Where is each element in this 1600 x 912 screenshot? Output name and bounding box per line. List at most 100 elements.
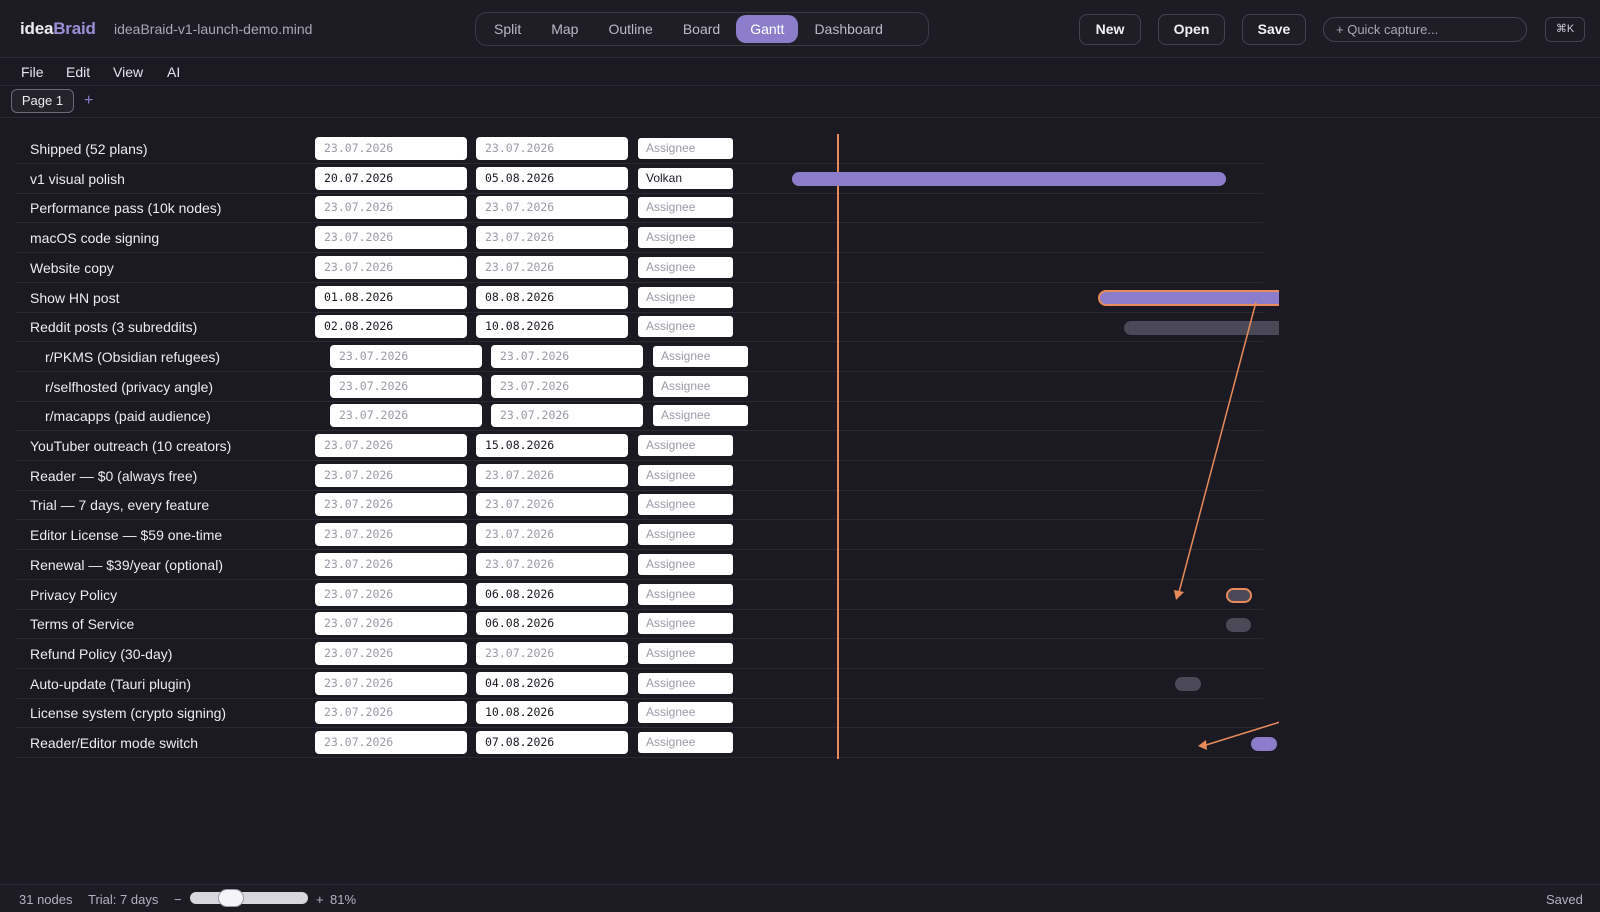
task-label[interactable]: Shipped (52 plans): [30, 141, 148, 157]
start-date-input[interactable]: 23.07.2026: [315, 493, 467, 517]
start-date-input[interactable]: 23.07.2026: [315, 582, 467, 606]
assignee-input[interactable]: Assignee: [638, 613, 733, 635]
start-date-input[interactable]: 23.07.2026: [315, 552, 467, 576]
task-label[interactable]: Editor License — $59 one-time: [30, 527, 223, 544]
gantt-row[interactable]: Reader — $0 (always free) 23.07.2026 23.07…: [16, 461, 1263, 491]
assignee-input[interactable]: Assignee: [638, 464, 733, 486]
task-label[interactable]: Renewal — $39/year (optional): [30, 556, 223, 573]
assignee-input[interactable]: Assignee: [638, 197, 733, 219]
quick-capture-input[interactable]: + Quick capture...: [1323, 17, 1527, 42]
start-date-input[interactable]: 01.08.2026: [315, 285, 467, 309]
end-date-input[interactable]: 23.07.2026: [476, 552, 628, 576]
task-label[interactable]: Show HN post: [30, 289, 120, 306]
assignee-input[interactable]: Assignee: [638, 316, 733, 338]
gantt-row[interactable]: Terms of Service 23.07.2026 06.08.2026 Assi…: [16, 609, 1263, 640]
end-date-input[interactable]: 23.07.2026: [476, 493, 628, 517]
gantt-row[interactable]: License system (crypto signing) 23.07.202…: [16, 698, 1263, 729]
end-date-input[interactable]: 06.08.2026: [476, 612, 628, 636]
assignee-input[interactable]: Assignee: [638, 227, 733, 249]
zoom-out-button[interactable]: −: [174, 892, 182, 907]
start-date-input[interactable]: 23.07.2026: [315, 523, 467, 547]
gantt-row[interactable]: r/macapps (paid audience) 23.07.2026 23.07…: [16, 401, 1263, 432]
end-date-input[interactable]: 04.08.2026: [476, 671, 628, 695]
task-label[interactable]: r/selfhosted (privacy angle): [45, 378, 214, 395]
assignee-input[interactable]: Assignee: [653, 405, 748, 427]
task-label[interactable]: macOS code signing: [30, 230, 160, 247]
gantt-row[interactable]: Reader/Editor mode switch 23.07.2026 07.08…: [16, 728, 1263, 758]
start-date-input[interactable]: 23.07.2026: [315, 226, 467, 250]
start-date-input[interactable]: 23.07.2026: [330, 404, 482, 428]
assignee-input[interactable]: Assignee: [638, 583, 733, 605]
task-label[interactable]: License system (crypto signing): [30, 705, 227, 722]
gantt-row[interactable]: Editor License — $59 one-time 23.07.2026 2…: [16, 520, 1263, 551]
end-date-input[interactable]: 23.07.2026: [476, 137, 628, 160]
task-label[interactable]: Performance pass (10k nodes): [30, 200, 222, 217]
task-label[interactable]: Terms of Service: [30, 616, 135, 633]
start-date-input[interactable]: 23.07.2026: [315, 612, 467, 636]
tab-map[interactable]: Map: [551, 21, 579, 37]
zoom-in-button[interactable]: +: [316, 892, 324, 907]
page-tab[interactable]: Page 1: [11, 89, 74, 113]
gantt-row[interactable]: Website copy 23.07.2026 23.07.2026 Assignee: [16, 253, 1263, 283]
task-label[interactable]: Reddit posts (3 subreddits): [30, 319, 198, 336]
open-button[interactable]: Open: [1158, 14, 1225, 45]
menu-edit[interactable]: Edit: [66, 64, 91, 80]
task-label[interactable]: v1 visual polish: [30, 170, 125, 187]
task-label[interactable]: Privacy Policy: [30, 586, 118, 603]
gantt-row[interactable]: Show HN post 01.08.2026 08.08.2026 Assignee: [16, 283, 1263, 313]
assignee-input[interactable]: Assignee: [653, 345, 748, 367]
end-date-input[interactable]: 23.07.2026: [491, 374, 643, 398]
task-label[interactable]: r/macapps (paid audience): [45, 408, 211, 425]
task-label[interactable]: Reader/Editor mode switch: [30, 735, 199, 751]
start-date-input[interactable]: 23.07.2026: [315, 196, 467, 220]
assignee-input[interactable]: Assignee: [638, 138, 733, 159]
new-button[interactable]: New: [1079, 14, 1141, 45]
gantt-row[interactable]: Shipped (52 plans) 23.07.2026 23.07.2026 As…: [16, 134, 1263, 164]
assignee-input[interactable]: Assignee: [638, 524, 733, 546]
end-date-input[interactable]: 23.07.2026: [476, 523, 628, 547]
end-date-input[interactable]: 06.08.2026: [476, 582, 628, 606]
end-date-input[interactable]: 08.08.2026: [476, 285, 628, 309]
task-label[interactable]: Reader — $0 (always free): [30, 467, 198, 484]
assignee-input[interactable]: Assignee: [638, 494, 733, 516]
task-label[interactable]: YouTuber outreach (10 creators): [30, 438, 232, 454]
gantt-row[interactable]: Performance pass (10k nodes) 23.07.2026 23…: [16, 193, 1263, 224]
task-label[interactable]: Website copy: [30, 259, 114, 276]
assignee-input[interactable]: Assignee: [638, 732, 733, 753]
start-date-input[interactable]: 23.07.2026: [315, 434, 467, 457]
end-date-input[interactable]: 23.07.2026: [476, 196, 628, 220]
menu-view[interactable]: View: [113, 64, 144, 80]
start-date-input[interactable]: 23.07.2026: [315, 731, 467, 754]
assignee-input[interactable]: Volkan: [638, 167, 733, 189]
end-date-input[interactable]: 05.08.2026: [476, 166, 628, 190]
gantt-row[interactable]: Privacy Policy 23.07.2026 06.08.2026 Assign…: [16, 580, 1263, 610]
end-date-input[interactable]: 10.08.2026: [476, 701, 628, 725]
assignee-input[interactable]: Assignee: [638, 256, 733, 278]
gantt-row[interactable]: Reddit posts (3 subreddits) 02.08.2026 10.…: [16, 312, 1263, 343]
zoom-slider[interactable]: [190, 892, 308, 904]
save-button[interactable]: Save: [1242, 14, 1306, 45]
assignee-input[interactable]: Assignee: [638, 672, 733, 694]
task-label[interactable]: Auto-update (Tauri plugin): [30, 675, 192, 692]
end-date-input[interactable]: 10.08.2026: [476, 315, 628, 339]
assignee-input[interactable]: Assignee: [638, 553, 733, 575]
end-date-input[interactable]: 07.08.2026: [476, 731, 628, 754]
end-date-input[interactable]: 23.07.2026: [476, 255, 628, 279]
assignee-input[interactable]: Assignee: [638, 435, 733, 456]
gantt-row[interactable]: v1 visual polish 20.07.2026 05.08.2026 Volk…: [16, 164, 1263, 194]
end-date-input[interactable]: 15.08.2026: [476, 434, 628, 457]
gantt-row[interactable]: macOS code signing 23.07.2026 23.07.2026 As…: [16, 223, 1263, 254]
start-date-input[interactable]: 23.07.2026: [315, 671, 467, 695]
zoom-slider-handle[interactable]: [218, 889, 244, 907]
start-date-input[interactable]: 23.07.2026: [315, 641, 467, 665]
gantt-row[interactable]: r/PKMS (Obsidian refugees) 23.07.2026 23.0…: [16, 342, 1263, 372]
end-date-input[interactable]: 23.07.2026: [476, 226, 628, 250]
gantt-row[interactable]: Trial — 7 days, every feature 23.07.2026 2…: [16, 490, 1263, 521]
start-date-input[interactable]: 23.07.2026: [330, 344, 482, 368]
tab-gantt[interactable]: Gantt: [736, 15, 799, 43]
tab-board[interactable]: Board: [682, 21, 721, 37]
tab-dashboard[interactable]: Dashboard: [814, 21, 883, 37]
end-date-input[interactable]: 23.07.2026: [491, 404, 643, 428]
end-date-input[interactable]: 23.07.2026: [476, 641, 628, 665]
add-page-button[interactable]: +: [84, 92, 94, 109]
